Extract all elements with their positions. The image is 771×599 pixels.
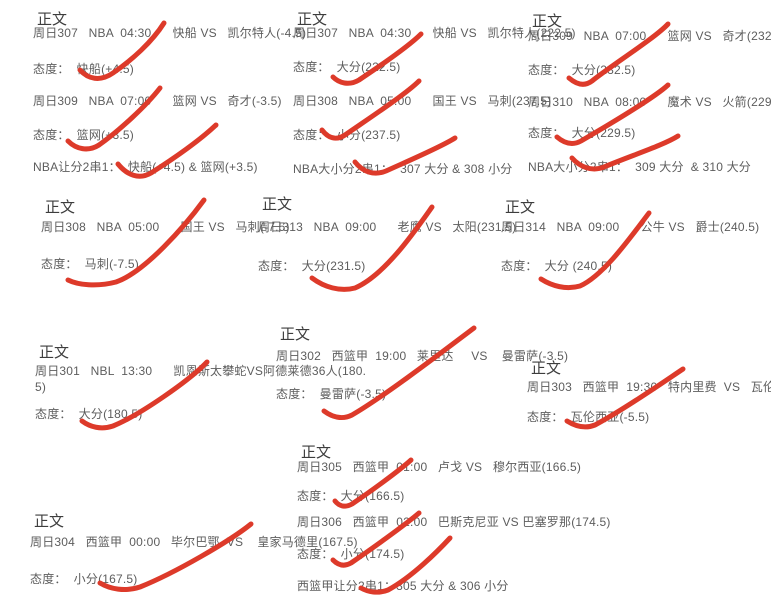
match-line: 周日309 NBA 07:00 篮网 VS 奇才(232.5) bbox=[528, 29, 771, 43]
parlay-line: NBA大小分2串1： 307 大分 & 308 小分 bbox=[293, 162, 513, 176]
body-label: 正文 bbox=[280, 326, 311, 343]
attitude-line: 态度： 马刺(-7.5) bbox=[41, 257, 139, 271]
body-label: 正文 bbox=[532, 13, 563, 30]
attitude-line: 态度： 大分 (240.5) bbox=[501, 259, 613, 273]
match-line: 周日302 西篮甲 19:00 莱里达 VS 曼雷萨(-3.5) bbox=[276, 349, 569, 363]
match-line: 周日307 NBA 04:30 快船 VS 凯尔特人(-4.5) bbox=[33, 26, 307, 40]
attitude-line: 态度： 快船(+4.5) bbox=[33, 62, 134, 76]
attitude-line: 态度： 篮网(+3.5) bbox=[33, 128, 134, 142]
parlay-line: 西篮甲让分2串1：305 大分 & 306 小分 bbox=[297, 579, 509, 593]
attitude-line: 态度： 大分(180.5) bbox=[35, 407, 143, 421]
body-label: 正文 bbox=[45, 199, 76, 216]
attitude-line: 态度： 曼雷萨(-3.5) bbox=[276, 387, 387, 401]
body-label: 正文 bbox=[34, 513, 65, 530]
attitude-line: 态度： 大分(222.5) bbox=[293, 60, 401, 74]
body-label: 正文 bbox=[301, 444, 332, 461]
body-label: 正文 bbox=[531, 360, 562, 377]
parlay-line: NBA大小分2串1： 309 大分 & 310 大分 bbox=[528, 160, 752, 174]
match-line: 周日310 NBA 08:00 魔术 VS 火箭(229.5) bbox=[528, 95, 771, 109]
body-label: 正文 bbox=[262, 196, 293, 213]
attitude-line: 态度： 大分(232.5) bbox=[528, 63, 636, 77]
attitude-line: 态度： 瓦伦西亚(-5.5) bbox=[527, 410, 650, 424]
attitude-line: 态度： 小分(237.5) bbox=[293, 128, 401, 142]
match-line: 周日304 西篮甲 00:00 毕尔巴鄂 VS 皇家马德里(167.5) bbox=[30, 535, 358, 549]
attitude-line: 态度： 小分(167.5) bbox=[30, 572, 138, 586]
match-line-wrap: 5) bbox=[35, 380, 47, 394]
match-line: 周日308 NBA 05:00 国王 VS 马刺(-7.5) bbox=[41, 220, 290, 234]
match-line: 周日309 NBA 07:00 篮网 VS 奇才(-3.5) bbox=[33, 94, 282, 108]
match-line: 周日308 NBA 05:00 国王 VS 马刺(237.5) bbox=[293, 94, 552, 108]
body-label: 正文 bbox=[37, 11, 68, 28]
match-line: 周日301 NBL 13:30 凯恩斯太攀蛇VS阿德莱德36人(180. bbox=[35, 364, 367, 378]
parlay-line: NBA让分2串1： 快船(+4.5) & 篮网(+3.5) bbox=[33, 160, 258, 174]
match-line: 周日306 西篮甲 02:00 巴斯克尼亚 VS 巴塞罗那(174.5) bbox=[297, 515, 611, 529]
attitude-line: 态度： 大分(229.5) bbox=[528, 126, 636, 140]
attitude-line: 态度： 大分(166.5) bbox=[297, 489, 405, 503]
body-label: 正文 bbox=[505, 199, 536, 216]
match-line: 周日313 NBA 09:00 老鹰 VS 太阳(231.5) bbox=[258, 220, 517, 234]
body-label: 正文 bbox=[297, 11, 328, 28]
match-line: 周日305 西篮甲 01:00 卢戈 VS 穆尔西亚(166.5) bbox=[297, 460, 582, 474]
attitude-line: 态度： 大分(231.5) bbox=[258, 259, 366, 273]
body-label: 正文 bbox=[39, 344, 70, 361]
match-line: 周日303 西篮甲 19:30 特内里费 VS 瓦伦西亚(-5.5) bbox=[527, 380, 771, 394]
red-checkmark-stroke bbox=[65, 197, 207, 288]
match-line: 周日314 NBA 09:00 公牛 VS 爵士(240.5) bbox=[501, 220, 760, 234]
